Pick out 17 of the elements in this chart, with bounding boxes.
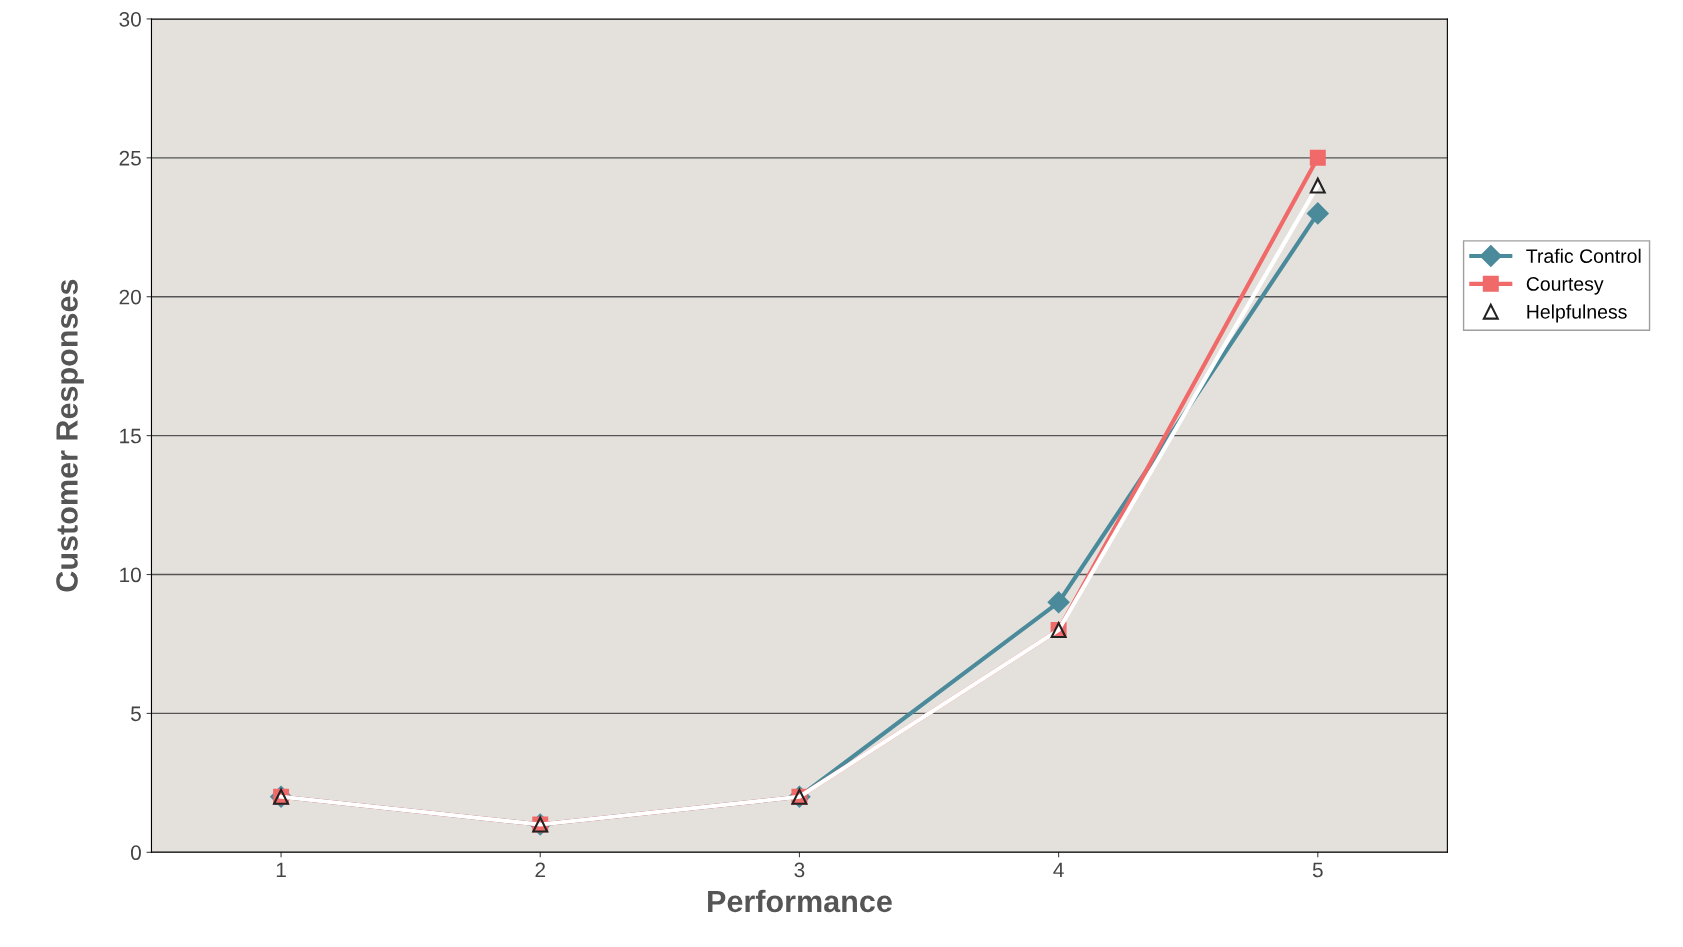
y-tick-label: 5 — [131, 706, 141, 722]
legend-label: Courtesy — [1526, 277, 1604, 295]
y-tick-label: 15 — [120, 428, 141, 444]
y-tick-label: 10 — [120, 567, 141, 583]
y-tick-label: 20 — [119, 289, 141, 305]
y-axis-title: Customer Responses — [56, 279, 84, 592]
x-tick-label: 1 — [276, 862, 286, 878]
x-axis-title: Performance — [708, 889, 892, 913]
y-tick-label: 0 — [130, 845, 141, 861]
legend-label: Trafic Control — [1526, 248, 1641, 263]
y-tick-label: 25 — [119, 150, 141, 166]
x-tick-label: 4 — [1053, 862, 1064, 878]
x-tick-label: 2 — [535, 862, 545, 878]
legend-label: Helpfulness — [1527, 304, 1627, 323]
x-tick-label: 5 — [1312, 862, 1323, 878]
x-tick-label: 3 — [794, 862, 805, 878]
y-tick-label: 30 — [119, 11, 141, 27]
